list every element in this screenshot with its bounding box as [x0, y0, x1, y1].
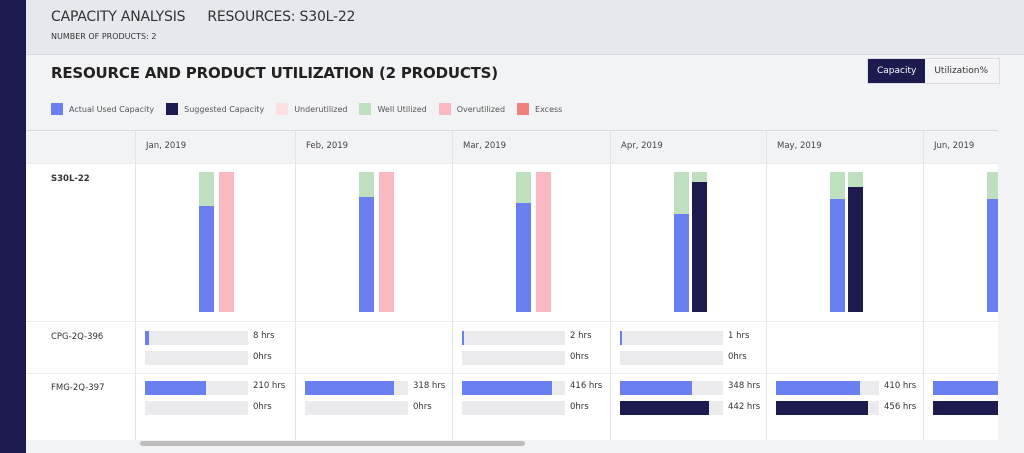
actual-hours-bar: [145, 381, 248, 395]
resource-label: S30L-22: [51, 174, 90, 184]
actual-hours-bar: [462, 381, 565, 395]
sidebar: [0, 0, 26, 453]
legend-label: Underutilized: [294, 104, 348, 114]
actual-hours-bar: [776, 381, 879, 395]
month-column: Feb, 2019 318 hrs 0hrs: [295, 131, 452, 440]
actual-used-bar: [359, 172, 374, 312]
suggested-capacity-bar: [692, 172, 707, 312]
table-header: [26, 131, 998, 163]
suggested-hours: 0hrs: [253, 402, 272, 412]
suggested-capacity-bar: [848, 172, 863, 312]
suggested-hours-bar: [620, 351, 723, 365]
legend-label: Suggested Capacity: [184, 104, 265, 114]
month-column: Mar, 2019 2 hrs 0hrs 416 hrs 0hrs: [452, 131, 610, 440]
actual-used-bar: [516, 172, 531, 312]
suggested-hours: 0hrs: [570, 352, 589, 362]
suggested-hours-bar: [305, 401, 408, 415]
actual-hours: 1 hrs: [728, 331, 750, 341]
actual-hours-bar: [933, 381, 998, 395]
actual-used-bar: [674, 172, 689, 312]
suggested-hours: 442 hrs: [728, 402, 761, 412]
legend-item: Overutilized: [438, 103, 506, 115]
suggested-hours-bar: [776, 401, 879, 415]
legend-label: Overutilized: [456, 104, 506, 114]
legend-label: Excess: [535, 104, 563, 114]
suggested-hours: 0hrs: [728, 352, 747, 362]
month-header: Jun, 2019: [934, 141, 975, 151]
resources-label: RESOURCES: S30L-22: [207, 9, 356, 25]
actual-hours: 8 hrs: [253, 331, 275, 341]
legend-swatch: [276, 103, 289, 115]
actual-used-bar: [987, 172, 998, 312]
month-column: May, 2019 410 hrs 456 hrs: [766, 131, 923, 440]
overutilized-bar: [536, 172, 551, 312]
toggle-capacity[interactable]: Capacity: [868, 59, 926, 83]
suggested-hours-bar: [933, 401, 998, 415]
legend-label: Actual Used Capacity: [69, 104, 155, 114]
section-title: RESOURCE AND PRODUCT UTILIZATION (2 PROD…: [51, 64, 498, 82]
page-title: CAPACITY ANALYSIS RESOURCES: S30L-22: [51, 9, 377, 25]
actual-hours-bar: [620, 381, 723, 395]
toggle-utilization[interactable]: Utilization%: [925, 59, 1000, 83]
actual-hours-bar: [145, 331, 248, 345]
title-text: CAPACITY ANALYSIS: [51, 9, 186, 25]
actual-hours-bar: [462, 331, 565, 345]
legend-item: Underutilized: [276, 103, 347, 115]
horizontal-scrollbar[interactable]: [140, 441, 525, 446]
suggested-hours: 0hrs: [253, 352, 272, 362]
actual-hours: 318 hrs: [413, 381, 446, 391]
product-label: CPG-2Q-396: [51, 332, 104, 342]
product-label: FMG-2Q-397: [51, 383, 105, 393]
month-header: May, 2019: [777, 141, 822, 151]
legend-item: Suggested Capacity: [166, 103, 264, 115]
actual-hours: 410 hrs: [884, 381, 917, 391]
utilization-table: S30L-22 CPG-2Q-396 FMG-2Q-397 Jan, 2019 8…: [26, 130, 998, 440]
products-count: NUMBER OF PRODUCTS: 2: [51, 32, 157, 41]
legend: Actual Used Capacity Suggested Capacity Un…: [51, 103, 562, 115]
legend-label: Well Utilized: [377, 104, 427, 114]
month-header: Feb, 2019: [306, 141, 349, 151]
actual-hours: 210 hrs: [253, 381, 286, 391]
month-column: Jan, 2019 8 hrs 0hrs 210 hrs 0hrs: [135, 131, 295, 440]
legend-item: Actual Used Capacity: [51, 103, 154, 115]
actual-hours: 416 hrs: [570, 381, 603, 391]
actual-hours: 2 hrs: [570, 331, 592, 341]
page-header: CAPACITY ANALYSIS RESOURCES: S30L-22 NUMB…: [26, 0, 1024, 55]
legend-swatch: [166, 103, 179, 115]
actual-used-bar: [199, 172, 214, 312]
suggested-hours-bar: [620, 401, 723, 415]
month-header: Apr, 2019: [621, 141, 663, 151]
actual-hours: 348 hrs: [728, 381, 761, 391]
view-toggle[interactable]: Capacity Utilization%: [867, 58, 1001, 84]
overutilized-bar: [379, 172, 394, 312]
suggested-hours-bar: [462, 401, 565, 415]
month-column: Jun, 2019: [923, 131, 998, 440]
legend-swatch: [359, 103, 372, 115]
actual-hours-bar: [305, 381, 408, 395]
legend-swatch: [517, 103, 530, 115]
legend-swatch: [51, 103, 63, 115]
actual-used-bar: [830, 172, 845, 312]
legend-item: Well Utilized: [359, 103, 427, 115]
actual-hours-bar: [620, 331, 723, 345]
suggested-hours-bar: [145, 351, 248, 365]
suggested-hours-bar: [462, 351, 565, 365]
month-column: Apr, 2019 1 hrs 0hrs 348 hrs 442 hrs: [610, 131, 766, 440]
suggested-hours: 456 hrs: [884, 402, 917, 412]
suggested-hours-bar: [145, 401, 248, 415]
overutilized-bar: [219, 172, 234, 312]
suggested-hours: 0hrs: [570, 402, 589, 412]
month-header: Jan, 2019: [146, 141, 187, 151]
legend-swatch: [438, 103, 451, 115]
suggested-hours: 0hrs: [413, 402, 432, 412]
legend-item: Excess: [517, 103, 562, 115]
month-header: Mar, 2019: [463, 141, 507, 151]
